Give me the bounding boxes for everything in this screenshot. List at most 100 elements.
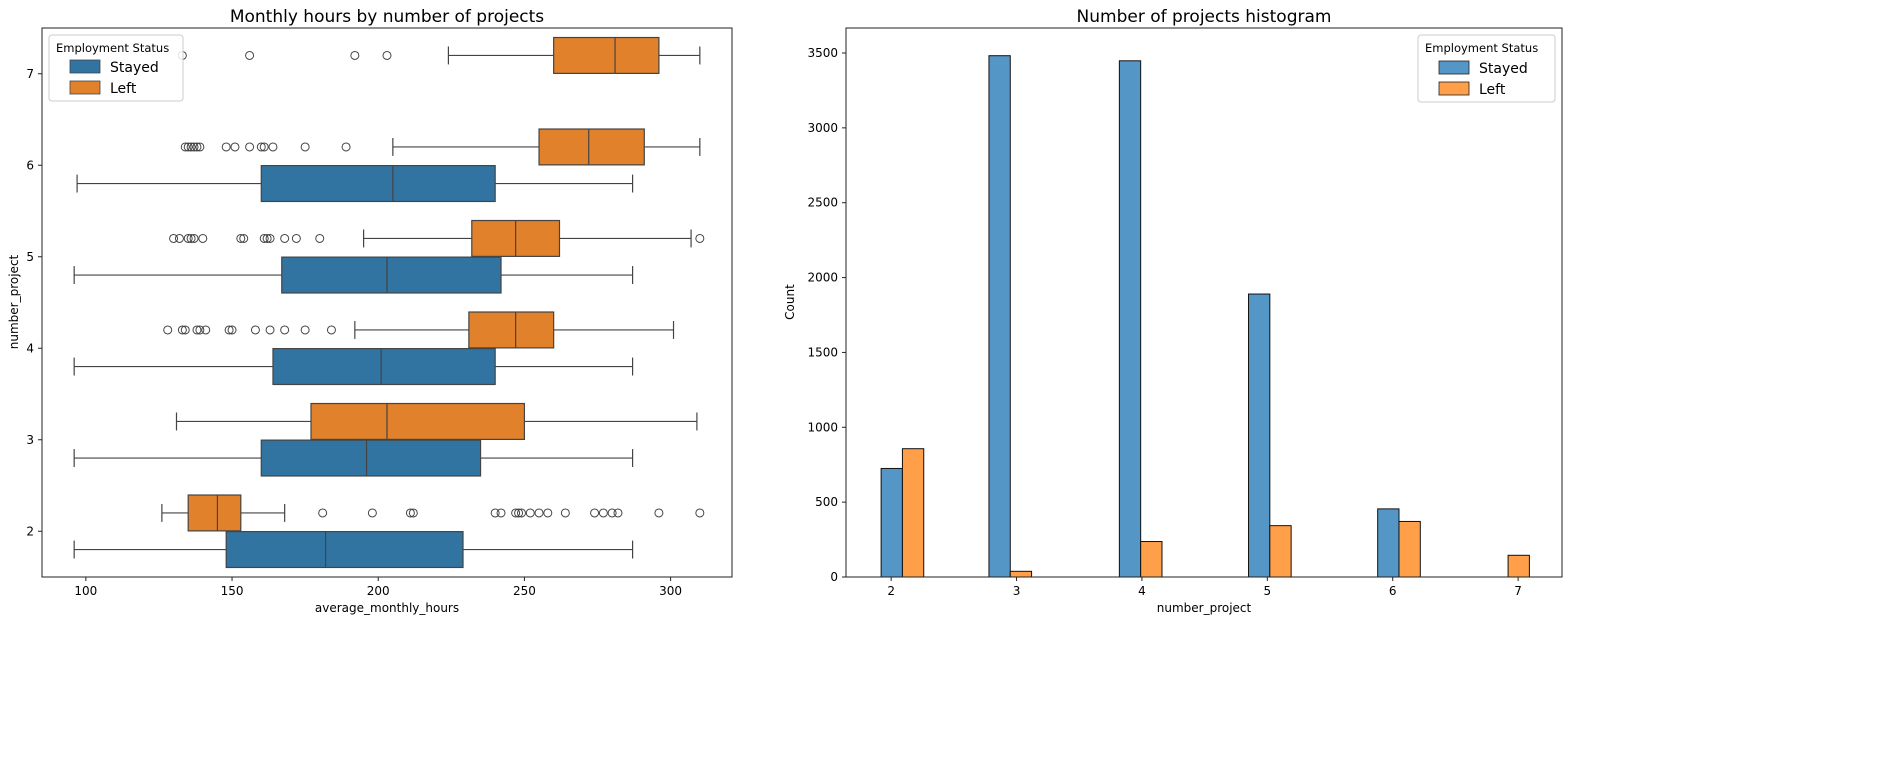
outlier-point <box>318 508 328 518</box>
box-iqr <box>310 402 526 440</box>
outlier-point <box>250 325 260 335</box>
outlier-point <box>590 508 600 518</box>
outlier-point <box>195 325 205 335</box>
outlier-point <box>259 233 269 243</box>
bar-stayed-3 <box>988 55 1011 578</box>
y-tick-label: 3 <box>26 433 34 447</box>
box-left-5 <box>169 219 705 257</box>
outlier-point <box>405 508 415 518</box>
outlier-point <box>408 508 418 518</box>
box-iqr <box>225 531 464 569</box>
box-stayed-6 <box>76 165 634 203</box>
legend-label-left: Left <box>1479 82 1506 98</box>
outlier-point <box>516 508 526 518</box>
histogram-chart: Number of projects histogram number_proj… <box>783 7 1563 615</box>
box-left-2 <box>161 494 705 532</box>
outlier-point <box>189 233 199 243</box>
right-legend: Employment Status Stayed Left <box>1417 34 1556 103</box>
box-iqr <box>538 128 645 166</box>
outlier-point <box>291 233 301 243</box>
x-tick-label: 5 <box>1264 584 1272 598</box>
outlier-point <box>560 508 570 518</box>
outlier-point <box>230 142 240 152</box>
left-y-axis-label: number_project <box>7 254 21 349</box>
legend-title: Employment Status <box>1425 41 1538 55</box>
outlier-point <box>341 142 351 152</box>
y-tick-label: 2500 <box>807 196 838 210</box>
box-iqr <box>468 311 555 349</box>
outlier-point <box>227 325 237 335</box>
legend-title: Employment Status <box>56 41 169 55</box>
outlier-point <box>382 50 392 60</box>
outlier-point <box>192 325 202 335</box>
box-left-6 <box>180 128 701 166</box>
outlier-point <box>186 233 196 243</box>
x-tick-label: 2 <box>887 584 895 598</box>
left-chart-title: Monthly hours by number of projects <box>230 7 544 27</box>
bar-left-4 <box>1140 541 1163 578</box>
box-stayed-4 <box>73 348 634 386</box>
y-tick-label: 6 <box>26 158 34 172</box>
outlier-point <box>534 508 544 518</box>
box-left-3 <box>175 402 698 440</box>
y-tick-label: 1000 <box>807 420 838 434</box>
outlier-point <box>245 50 255 60</box>
x-tick-label: 6 <box>1389 584 1397 598</box>
box-iqr <box>281 256 502 294</box>
legend-swatch-stayed <box>69 59 101 74</box>
y-tick-label: 3500 <box>807 46 838 60</box>
outlier-point <box>514 508 524 518</box>
bar-stayed-2 <box>880 467 903 578</box>
right-y-axis-label: Count <box>783 284 797 320</box>
outlier-point <box>192 142 202 152</box>
legend-label-stayed: Stayed <box>110 60 159 76</box>
outlier-point <box>198 233 208 243</box>
box-stayed-2 <box>73 531 634 569</box>
outlier-point <box>245 142 255 152</box>
outlier-point <box>607 508 617 518</box>
outlier-point <box>490 508 500 518</box>
legend-label-stayed: Stayed <box>1479 61 1528 77</box>
outlier-point <box>259 142 269 152</box>
y-tick-label: 2 <box>26 524 34 538</box>
bar-left-5 <box>1269 525 1292 578</box>
y-tick-label: 500 <box>815 495 838 509</box>
x-tick-label: 7 <box>1514 584 1522 598</box>
y-tick-label: 3000 <box>807 121 838 135</box>
outlier-point <box>177 325 187 335</box>
outlier-point <box>183 142 193 152</box>
outlier-point <box>180 325 190 335</box>
outlier-point <box>350 50 360 60</box>
y-tick-label: 4 <box>26 341 34 355</box>
legend-swatch-stayed <box>1438 60 1470 75</box>
outlier-point <box>195 142 205 152</box>
legend-swatch-left <box>69 80 101 95</box>
outlier-point <box>315 233 325 243</box>
box-iqr <box>187 494 242 532</box>
x-tick-label: 300 <box>659 584 682 598</box>
bar-stayed-6 <box>1377 508 1400 578</box>
outlier-point <box>189 142 199 152</box>
outlier-point <box>300 142 310 152</box>
x-tick-label: 100 <box>74 584 97 598</box>
legend-swatch-left <box>1438 81 1470 96</box>
outlier-point <box>180 142 190 152</box>
outlier-point <box>598 508 608 518</box>
bar-left-3 <box>1009 570 1033 578</box>
outlier-point <box>280 233 290 243</box>
outlier-point <box>543 508 553 518</box>
x-tick-label: 200 <box>367 584 390 598</box>
y-tick-label: 0 <box>830 570 838 584</box>
outlier-point <box>695 233 705 243</box>
outlier-point <box>265 325 275 335</box>
outlier-point <box>613 508 623 518</box>
outlier-point <box>280 325 290 335</box>
outlier-point <box>256 142 266 152</box>
box-iqr <box>553 36 660 74</box>
box-left-7 <box>177 36 701 74</box>
outlier-point <box>163 325 173 335</box>
outlier-point <box>262 233 272 243</box>
y-tick-label: 7 <box>26 67 34 81</box>
bar-stayed-5 <box>1248 293 1271 578</box>
x-tick-label: 4 <box>1138 584 1146 598</box>
